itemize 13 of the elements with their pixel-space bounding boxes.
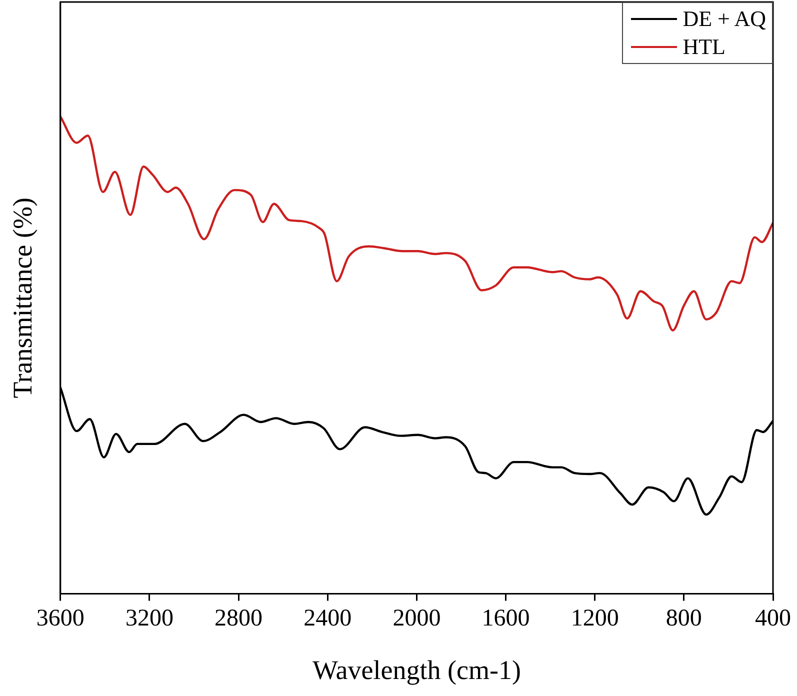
x-tick-label: 3600	[36, 605, 84, 632]
x-tick-label: 3200	[125, 605, 174, 632]
x-tick-label: 1600	[482, 605, 530, 632]
y-axis-title: Transmittance (%)	[7, 198, 38, 398]
x-tick-label: 2400	[304, 605, 352, 632]
legend-label: HTL	[682, 34, 726, 60]
x-tick-label: 400	[755, 605, 791, 632]
x-tick-label: 2800	[214, 605, 263, 632]
x-tick-label: 2000	[392, 605, 441, 632]
x-tick-label: 1200	[570, 605, 619, 632]
legend-label: DE + AQ	[682, 6, 766, 32]
x-axis-title: Wavelength (cm-1)	[312, 654, 521, 685]
x-tick-label: 800	[666, 605, 702, 632]
